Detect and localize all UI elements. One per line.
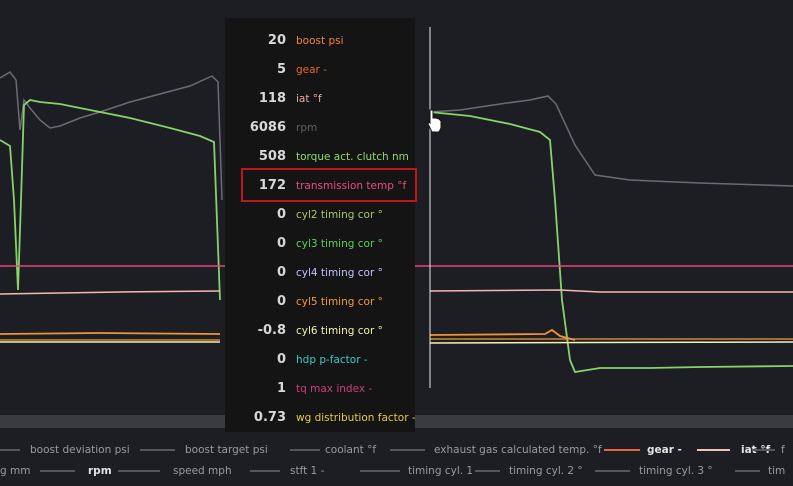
legend-label: tim (768, 465, 786, 477)
legend-swatch (735, 470, 760, 472)
row-value: 5 (276, 62, 286, 77)
row-label: rpm (296, 122, 318, 134)
row-value: 172 (258, 178, 286, 193)
legend-swatch (475, 470, 500, 472)
tooltip-row: 0 cyl4 timing cor ° (225, 263, 415, 283)
legend-swatch (360, 470, 400, 472)
row-value: 0 (276, 294, 286, 309)
pointer-cursor (427, 109, 442, 133)
legend-swatch (595, 470, 630, 472)
legend-label: boost deviation psi (30, 444, 130, 456)
legend-swatch (40, 470, 75, 472)
row-value: -0.8 (257, 323, 286, 338)
row-value: 0 (276, 207, 286, 222)
legend-swatch (752, 449, 775, 451)
legend-swatch (697, 449, 730, 451)
row-label: iat °f (296, 93, 322, 105)
tooltip-row: 20 boost psi (225, 31, 415, 51)
legend-label: rpm (88, 465, 112, 477)
tooltip-row: 5 gear - (225, 60, 415, 80)
row-label: cyl6 timing cor ° (296, 325, 383, 337)
torque-trace (0, 99, 793, 374)
highlight-box (241, 168, 417, 202)
tooltip-row: 0 cyl5 timing cor ° (225, 292, 415, 312)
legend-label: stft 1 - (290, 465, 325, 477)
row-label: gear - (296, 64, 328, 76)
row-value: 0.73 (253, 410, 286, 425)
tooltip-row: 118 iat °f (225, 89, 415, 109)
row-label: wg distribution factor - (296, 412, 416, 424)
legend-label: f (781, 444, 785, 456)
row-value: 6086 (249, 120, 286, 135)
row-label: cyl4 timing cor ° (296, 267, 383, 279)
legend-label: timing cyl. 1 (408, 465, 474, 477)
row-label: torque act. clutch nm (296, 151, 409, 163)
legend-swatch (390, 449, 425, 451)
legend-label: timing cyl. 3 ° (639, 465, 713, 477)
row-label: cyl5 timing cor ° (296, 296, 383, 308)
legend-label: speed mph (173, 465, 232, 477)
row-label: hdp p-factor - (296, 354, 368, 366)
row-value: 0 (276, 352, 286, 367)
legend-swatch (140, 449, 175, 451)
tooltip-row: -0.8 cyl6 timing cor ° (225, 321, 415, 341)
gear-trace (0, 328, 576, 341)
row-label: cyl3 timing cor ° (296, 238, 383, 250)
tooltip-row: 508 torque act. clutch nm (225, 147, 415, 167)
tooltip-row: 6086 rpm (225, 118, 415, 138)
tooltip: 20 boost psi 5 gear - 118 iat °f 6086 rpm 508 tor… (225, 18, 416, 432)
row-label: tq max index - (296, 383, 373, 395)
tooltip-row: 1 tq max index - (225, 379, 415, 399)
rpm-trace (0, 71, 793, 201)
row-value: 0 (276, 236, 286, 251)
legend-label: gear - (647, 444, 682, 456)
legend-label: coolant °f (325, 444, 377, 456)
cyl6-trace (0, 341, 793, 344)
row-label: cyl2 timing cor ° (296, 209, 383, 221)
row-value: 508 (258, 149, 286, 164)
tooltip-row: 0 cyl2 timing cor ° (225, 205, 415, 225)
legend-label: boost target psi (185, 444, 268, 456)
tooltip-row: 0.73 wg distribution factor - (225, 408, 416, 428)
legend-label: exhaust gas calculated temp. °f (434, 444, 602, 456)
legend-label: g mm (0, 465, 31, 477)
row-value: 20 (267, 33, 286, 48)
row-label: boost psi (296, 35, 344, 47)
iat-trace (0, 289, 793, 295)
row-value: 1 (276, 381, 286, 396)
legend-swatch (118, 470, 160, 472)
legend-swatch (604, 449, 640, 451)
legend-swatch (290, 449, 320, 451)
row-value: 118 (258, 91, 286, 106)
legend-swatch (0, 449, 20, 451)
cyl5-trace (0, 338, 793, 341)
row-label: transmission temp °f (296, 180, 407, 192)
tooltip-row: 0 cyl3 timing cor ° (225, 234, 415, 254)
tooltip-row: 172 transmission temp °f (225, 176, 415, 196)
legend-label: timing cyl. 2 ° (509, 465, 583, 477)
row-value: 0 (276, 265, 286, 280)
tooltip-row: 0 hdp p-factor - (225, 350, 415, 370)
legend-swatch (250, 470, 280, 472)
